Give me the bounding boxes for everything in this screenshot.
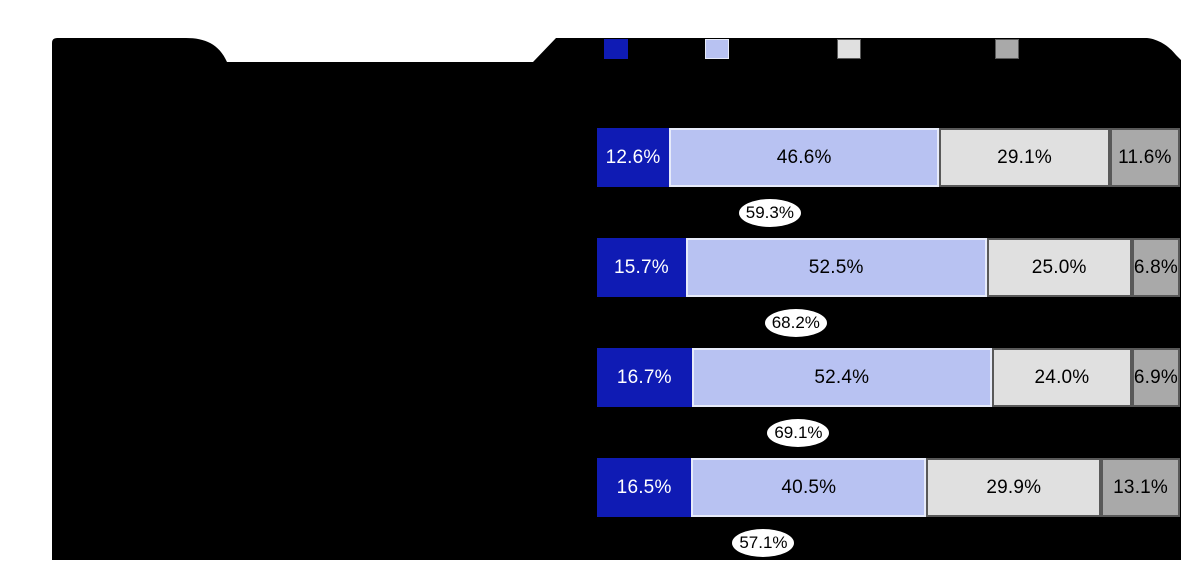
segment-value-label: 29.9% — [986, 476, 1042, 498]
segment-value-label: 12.6% — [605, 146, 661, 168]
segment-value-label: 40.5% — [781, 476, 837, 498]
combined-value-callout: 69.1% — [765, 417, 832, 449]
segment-value-label: 25.0% — [1031, 256, 1087, 278]
segment-value-label: 52.5% — [808, 256, 864, 278]
combined-value-callout: 68.2% — [762, 307, 829, 339]
segment-value-label: 16.7% — [616, 366, 672, 388]
segment-value-label: 16.5% — [616, 476, 672, 498]
segment-value-label: 13.1% — [1113, 476, 1169, 498]
bar-segment-series-4[interactable]: 13.1% — [1101, 458, 1180, 517]
series-3-swatch[interactable] — [837, 39, 861, 59]
bar-row: 12.6% 46.6% 29.1% 11.6% — [597, 128, 1180, 187]
bar-segment-series-2[interactable]: 52.5% — [685, 238, 987, 297]
bar-segment-series-3[interactable]: 24.0% — [992, 348, 1132, 407]
bar-segment-series-4[interactable]: 6.9% — [1131, 348, 1180, 407]
bar-segment-series-3[interactable]: 29.1% — [939, 128, 1110, 187]
callout-value-label: 68.2% — [771, 313, 820, 332]
segment-value-label: 11.6% — [1118, 146, 1172, 168]
bar-row: 15.7% 52.5% 25.0% 6.8% — [597, 238, 1180, 297]
combined-value-callout: 59.3% — [736, 197, 803, 229]
bar-segment-series-2[interactable]: 46.6% — [669, 128, 940, 187]
bar-row: 16.5% 40.5% 29.9% 13.1% — [597, 458, 1180, 517]
bar-segment-series-2[interactable]: 52.4% — [691, 348, 993, 407]
combined-value-callout: 57.1% — [730, 527, 797, 559]
segment-value-label: 15.7% — [613, 256, 669, 278]
segment-value-label: 52.4% — [814, 366, 870, 388]
callout-value-label: 69.1% — [774, 423, 823, 442]
segment-value-label: 29.1% — [997, 146, 1052, 168]
bar-segment-series-4[interactable]: 6.8% — [1131, 238, 1180, 297]
bar-row: 16.7% 52.4% 24.0% 6.9% — [597, 348, 1180, 407]
callout-value-label: 57.1% — [739, 533, 788, 552]
bar-segment-series-3[interactable]: 25.0% — [986, 238, 1132, 297]
series-4-swatch[interactable] — [995, 39, 1019, 59]
callout-value-label: 59.3% — [745, 203, 794, 222]
bar-segment-series-1[interactable]: 15.7% — [597, 238, 686, 297]
segment-value-label: 24.0% — [1034, 366, 1090, 388]
bar-segment-series-1[interactable]: 12.6% — [597, 128, 670, 187]
segment-value-label: 6.9% — [1133, 366, 1178, 388]
segment-value-label: 46.6% — [776, 146, 832, 168]
bar-segment-series-4[interactable]: 11.6% — [1109, 128, 1180, 187]
segment-value-label: 6.8% — [1133, 256, 1178, 278]
series-2-swatch[interactable] — [705, 39, 729, 59]
bar-segment-series-1[interactable]: 16.5% — [597, 458, 692, 517]
bar-segment-series-2[interactable]: 40.5% — [691, 458, 927, 517]
series-1-swatch[interactable] — [604, 39, 628, 59]
bar-segment-series-1[interactable]: 16.7% — [597, 348, 692, 407]
bar-segment-series-3[interactable]: 29.9% — [926, 458, 1102, 517]
